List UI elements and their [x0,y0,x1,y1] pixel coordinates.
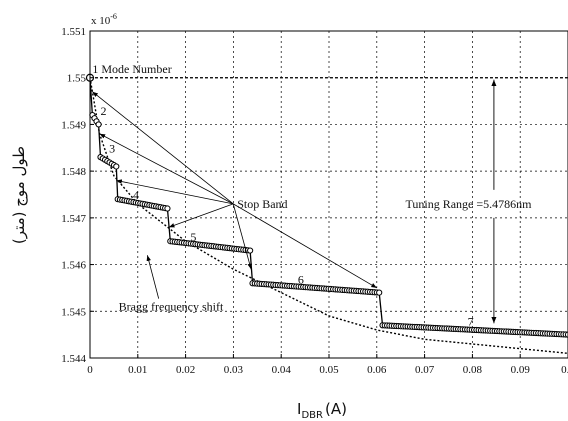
trend-series [89,77,568,355]
mode-label: 1 Mode Number [92,62,171,76]
stop-band-arrow [232,203,252,270]
bragg-arrow [146,255,160,299]
x-tick-label: 0 [87,364,93,376]
x-tick-label: 0.04 [272,364,292,376]
stop-band-label: Stop Band [237,197,287,211]
stop-band-arrow [116,179,234,205]
mode-label: 2 [101,104,107,118]
tuning-range-label: Tuning Range =5.4786nm [405,197,532,211]
y-tick-label: 1.545 [61,306,86,318]
stop-band-arrow [92,91,234,205]
mode-labels: 1 Mode Number 2 3 4 5 6 7 [92,62,473,328]
y-tick-label: 1.55 [67,73,87,85]
x-tick-label: 0.08 [463,364,483,376]
x-tick-label: 0.09 [511,364,531,376]
y-tick-label: 1.551 [61,26,86,38]
data-point [95,121,102,128]
data-point [376,289,383,296]
y-tick-label: 1.546 [61,260,86,272]
x-tick-label: 0.07 [415,364,435,376]
y-multiplier: x 10-6 [91,12,117,27]
mode-label: 7 [468,314,474,328]
stop-band-arrow [233,203,378,289]
trend-line [89,77,568,355]
x-tick-label: 0.02 [176,364,195,376]
mode-label: 3 [109,141,115,155]
plot-background [90,31,568,358]
data-point [164,205,171,212]
x-tick-label: 0.05 [319,364,339,376]
y-tick-label: 1.544 [61,353,86,365]
mode-label: 6 [298,272,304,286]
y-axis-ticks: 1.544 1.545 1.546 1.547 1.548 1.549 1.55 1.551 [61,26,94,365]
measured-series [85,73,568,338]
x-tick-label: 0.03 [224,364,244,376]
mode-label: 4 [133,188,139,202]
x-tick-label: 0.1 [561,364,568,376]
data-point [564,331,568,338]
x-axis-label: IDBR (A) [297,400,347,421]
x-axis-ticks: 0 0.01 0.02 0.03 0.04 0.05 0.06 0.07 0.08 0.09 0.1 [87,354,568,376]
y-tick-label: 1.549 [61,119,86,131]
stop-band-arrow [168,203,234,228]
bragg-shift-label: Bragg frequency shift [119,300,224,314]
x-tick-label: 0.01 [128,364,147,376]
x-tick-label: 0.06 [367,364,387,376]
y-tick-label: 1.548 [61,166,86,178]
stop-band-arrow [99,133,234,205]
mode-label: 5 [190,230,196,244]
y-tick-label: 1.547 [61,213,86,225]
y-axis-label: طول موج (متر) [10,146,29,244]
data-point [247,247,254,254]
annotation-arrows [92,79,497,324]
data-point [113,163,120,170]
